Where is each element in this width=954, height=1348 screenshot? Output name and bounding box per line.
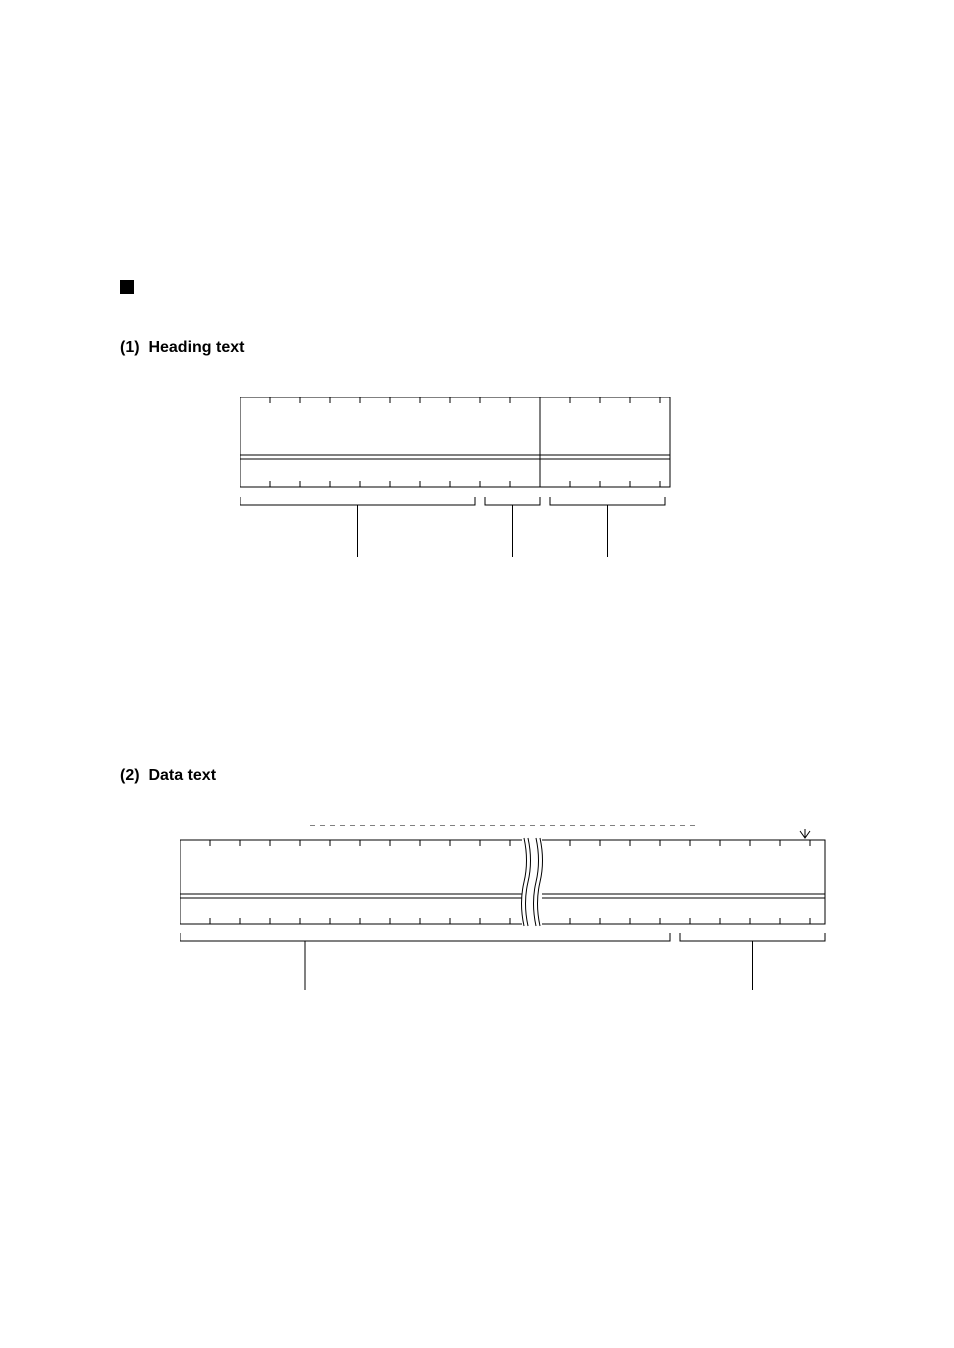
section-1-title: Heading text <box>148 339 244 356</box>
square-bullet <box>120 280 134 294</box>
section-2-number: (2) <box>120 767 140 784</box>
section-1-number: (1) <box>120 339 140 356</box>
section-2-heading: (2) Data text <box>120 767 894 785</box>
section-1-heading: (1) Heading text <box>120 339 894 357</box>
section-2-title: Data text <box>148 767 216 784</box>
diagram-1 <box>240 397 894 567</box>
diagram-2 <box>180 825 894 995</box>
